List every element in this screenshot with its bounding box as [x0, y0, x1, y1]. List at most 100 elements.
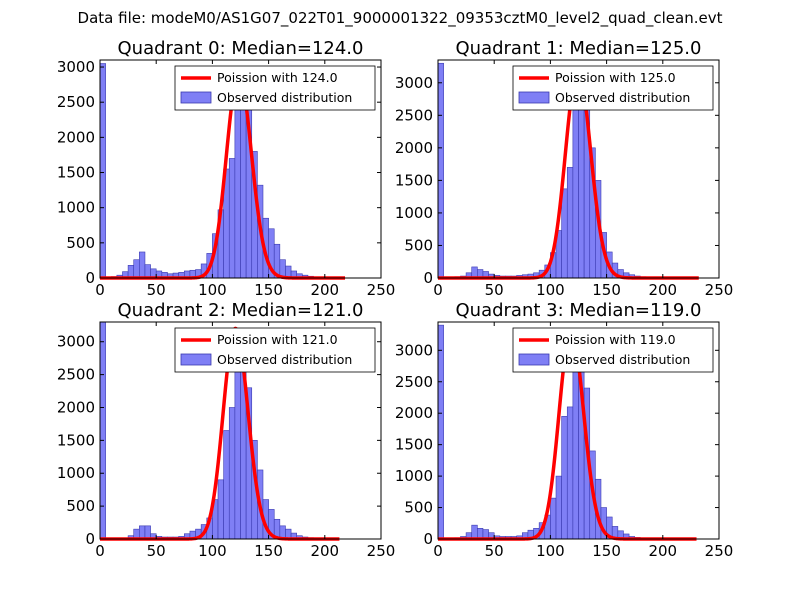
histogram-bar	[234, 105, 241, 279]
y-tick-label: 3000	[395, 74, 433, 92]
y-tick-label: 1500	[57, 164, 95, 182]
y-tick-label: 0	[85, 269, 95, 287]
histogram-bar	[561, 416, 568, 540]
legend-bar-swatch	[518, 353, 550, 366]
y-tick-label: 1000	[395, 204, 433, 222]
histogram-bar	[572, 100, 579, 279]
histogram-bar	[437, 324, 444, 540]
x-tick-label: 0	[95, 542, 105, 560]
y-tick-label: 2000	[57, 398, 95, 416]
x-tick-label: 100	[198, 542, 227, 560]
y-tick-label: 1500	[57, 431, 95, 449]
x-tick-label: 150	[592, 542, 621, 560]
histogram-bar	[550, 497, 557, 540]
legend-label-poisson: Poission with 125.0	[555, 70, 676, 85]
histogram-bar	[561, 188, 568, 279]
x-tick-label: 250	[367, 281, 396, 299]
x-tick-label: 250	[705, 281, 734, 299]
axes-frame	[99, 59, 382, 279]
y-tick-label: 1000	[57, 199, 95, 217]
legend: Poission with 121.0 Observed distribution	[174, 327, 376, 373]
histogram-bar	[223, 430, 230, 540]
x-tick-label: 200	[648, 542, 677, 560]
x-tick-label: 250	[367, 542, 396, 560]
y-tick-label: 0	[85, 530, 95, 548]
legend-label-poisson: Poission with 121.0	[217, 332, 338, 347]
y-tick-label: 1000	[395, 467, 433, 485]
legend-label-observed: Observed distribution	[555, 352, 690, 367]
x-tick-label: 150	[254, 542, 283, 560]
legend-label-observed: Observed distribution	[555, 90, 690, 105]
y-tick-label: 2000	[57, 128, 95, 146]
quadrant-3-panel: 0 50 100 150 200 250050010001500200025003000Q…	[395, 300, 734, 560]
quadrant-1-panel: 0 50 100 150 200 250050010001500200025003000Q…	[395, 38, 734, 299]
legend: Poission with 124.0 Observed distribution	[174, 65, 376, 111]
x-tick-label: 200	[310, 281, 339, 299]
y-tick-label: 0	[423, 530, 433, 548]
histogram-bar	[133, 259, 140, 279]
histogram-bar	[139, 525, 146, 540]
histogram-bar	[555, 475, 562, 540]
histogram-bar	[144, 525, 151, 540]
legend: Poission with 125.0 Observed distribution	[512, 65, 714, 111]
y-tick-label: 0	[423, 269, 433, 287]
y-tick-label: 1500	[395, 171, 433, 189]
y-tick-label: 1500	[395, 436, 433, 454]
y-tick-label: 2500	[395, 106, 433, 124]
histogram-bar	[139, 251, 146, 279]
histogram-bar	[144, 264, 151, 279]
y-tick-label: 2500	[395, 373, 433, 391]
y-tick-label: 500	[404, 236, 433, 254]
x-tick-label: 0	[433, 281, 443, 299]
x-tick-label: 100	[536, 542, 565, 560]
x-tick-label: 250	[705, 542, 734, 560]
y-tick-label: 500	[404, 499, 433, 517]
x-tick-label: 50	[485, 542, 504, 560]
y-tick-label: 2000	[395, 404, 433, 422]
histogram-bar	[228, 158, 236, 279]
legend-bar-swatch	[180, 91, 212, 104]
histogram-bar	[471, 524, 478, 540]
histogram-bar	[566, 406, 574, 540]
legend: Poission with 119.0 Observed distribution	[512, 327, 714, 373]
x-tick-label: 200	[648, 281, 677, 299]
axes-frame	[99, 321, 382, 540]
legend-bar-swatch	[518, 91, 550, 104]
histogram-bar	[234, 348, 241, 540]
legend-label-poisson: Poission with 124.0	[217, 70, 338, 85]
y-tick-label: 500	[66, 234, 95, 252]
x-tick-label: 0	[433, 542, 443, 560]
x-tick-label: 0	[95, 281, 105, 299]
legend-bar-swatch	[180, 353, 212, 366]
histogram-bar	[566, 167, 574, 279]
y-tick-label: 500	[66, 497, 95, 515]
quadrant-title: Quadrant 3: Median=119.0	[456, 300, 702, 321]
figure-suptitle: Data file: modeM0/AS1G07_022T01_90000013…	[77, 9, 723, 27]
x-tick-label: 150	[592, 281, 621, 299]
y-tick-label: 2500	[57, 366, 95, 384]
y-tick-label: 3000	[395, 341, 433, 359]
axes-frame	[437, 59, 720, 279]
quadrant-2-panel: 0 50 100 150 200 250050010001500200025003000Q…	[57, 300, 396, 560]
legend-label-observed: Observed distribution	[217, 352, 352, 367]
legend-label-poisson: Poission with 119.0	[555, 332, 676, 347]
quadrant-0-panel: 0 50 100 150 200 250050010001500200025003000Q…	[57, 38, 396, 299]
x-tick-label: 50	[147, 281, 166, 299]
x-tick-label: 50	[485, 281, 504, 299]
y-tick-label: 3000	[57, 58, 95, 76]
quadrant-title: Quadrant 0: Median=124.0	[118, 38, 364, 59]
legend-label-observed: Observed distribution	[217, 90, 352, 105]
x-tick-label: 100	[536, 281, 565, 299]
histogram-bar	[217, 479, 224, 540]
histogram-bar	[572, 346, 579, 540]
histogram-bar	[99, 63, 106, 279]
quadrant-title: Quadrant 2: Median=121.0	[118, 300, 364, 321]
quadrant-title: Quadrant 1: Median=125.0	[456, 38, 702, 59]
axes-frame	[437, 321, 720, 540]
histogram-bar	[127, 265, 135, 279]
x-tick-label: 200	[310, 542, 339, 560]
y-tick-label: 2500	[57, 93, 95, 111]
y-tick-label: 2000	[395, 139, 433, 157]
